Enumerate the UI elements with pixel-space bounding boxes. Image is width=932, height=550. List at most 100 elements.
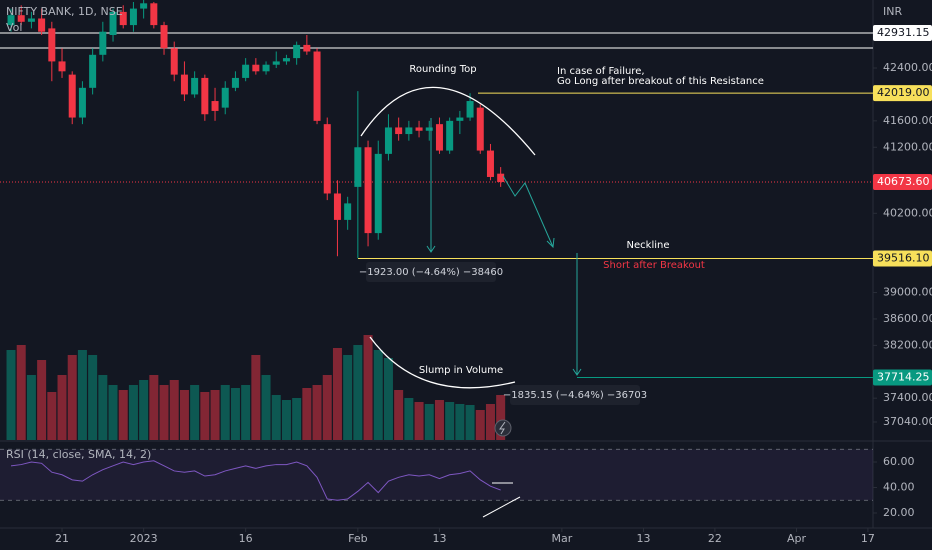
candle-body (231, 77, 239, 88)
candle-body (293, 44, 301, 59)
volume-bar (67, 355, 77, 440)
candle-body (109, 11, 117, 35)
x-tick-label: Feb (348, 532, 367, 545)
annotation: Rounding Top (409, 64, 476, 75)
candle-body (119, 11, 127, 26)
candle-body (78, 87, 86, 118)
volume-bar (251, 355, 261, 440)
currency: INR (883, 5, 902, 18)
candle-body (384, 127, 392, 154)
candle-body (374, 153, 382, 234)
level-chip (873, 24, 932, 41)
candle-body (456, 117, 464, 121)
volume-bar (88, 355, 98, 440)
volume-bar (210, 390, 220, 440)
annotation: Slump in Volume (419, 365, 503, 376)
volume-bar (455, 404, 465, 440)
volume-bar (77, 350, 87, 440)
measure-label: −1835.15 (−4.64%) −36703 (503, 390, 647, 401)
volume-bar (47, 392, 57, 440)
level-chip (873, 174, 932, 191)
candle-body (313, 51, 321, 121)
candle-body (201, 77, 209, 115)
volume-bar (434, 400, 444, 440)
volume-bar (322, 375, 332, 440)
candle-body (211, 101, 219, 111)
candle-body (405, 127, 413, 135)
level-label: 42931.15 (877, 26, 930, 39)
volume-bar (190, 385, 200, 440)
x-tick-label: Mar (551, 532, 572, 545)
candle-body (99, 31, 107, 55)
x-tick-label: 22 (708, 532, 722, 545)
candle-body (486, 150, 494, 177)
chart-title: NIFTY BANK, 1D, NSE (6, 5, 123, 18)
candle-body (27, 18, 35, 22)
arrow-head (426, 245, 436, 253)
volume-bar (271, 395, 281, 440)
volume-bar (139, 380, 149, 440)
arrow-head (572, 368, 582, 376)
volume-bar (394, 390, 404, 440)
volume-bar (496, 395, 506, 440)
volume-bar (118, 390, 128, 440)
volume-bar (353, 345, 363, 440)
x-tick-label: Apr (787, 532, 807, 545)
candle-body (272, 61, 280, 65)
candle-body (323, 124, 331, 194)
y-tick-label: 40200.00 (883, 206, 932, 219)
y-tick-label: 41200.00 (883, 140, 932, 153)
level-label: 39516.10 (877, 251, 930, 264)
volume-bar (414, 402, 424, 440)
level-chip (873, 369, 932, 386)
measure-label: −1923.00 (−4.64%) −38460 (359, 267, 503, 278)
candle-body (466, 101, 474, 118)
x-tick-label: 16 (239, 532, 253, 545)
replay-icon[interactable] (494, 419, 512, 437)
volume-bar (149, 375, 159, 440)
level-label: 42019.00 (877, 86, 930, 99)
candle-body (170, 48, 178, 75)
candle-body (7, 15, 15, 26)
slump-arc (369, 336, 516, 389)
volume-bar (26, 375, 36, 440)
candle-body (282, 58, 290, 62)
projection-path (502, 175, 554, 248)
candle-body (150, 3, 158, 26)
x-tick-label: 13 (636, 532, 650, 545)
candle-body (89, 54, 97, 88)
volume-bar (108, 385, 118, 440)
annotation: Go Long after breakout of this Resistanc… (557, 76, 764, 87)
volume-bar (200, 392, 210, 440)
rsi-line (10, 460, 501, 501)
volume-bar (37, 360, 47, 440)
volume-bar (220, 385, 230, 440)
volume-bar (475, 410, 485, 440)
candle-body (262, 64, 270, 72)
measure-box (366, 262, 496, 282)
rounding-arc (360, 86, 536, 156)
candle-body (48, 28, 56, 62)
y-tick-label: 37400.00 (883, 391, 932, 404)
y-tick-label: 38200.00 (883, 338, 932, 351)
volume-bar (281, 400, 291, 440)
candle-body (344, 203, 352, 220)
candle-body (476, 107, 484, 151)
candle-body (180, 74, 188, 95)
candle-body (129, 8, 137, 26)
arrow-head (546, 237, 555, 249)
drawing-line (482, 496, 521, 518)
x-tick-label: 17 (861, 532, 875, 545)
candle-body (497, 173, 505, 183)
rsi-tick-label: 60.00 (883, 455, 915, 468)
volume-bar (230, 388, 240, 440)
y-tick-label: 41600.00 (883, 114, 932, 127)
volume-bar (292, 398, 302, 440)
volume-bar (302, 388, 312, 440)
candle-body (354, 147, 362, 187)
volume-bar (6, 350, 16, 440)
x-tick-label: 2023 (130, 532, 158, 545)
volume-bar (485, 404, 495, 440)
rsi-tick-label: 20.00 (883, 506, 915, 519)
